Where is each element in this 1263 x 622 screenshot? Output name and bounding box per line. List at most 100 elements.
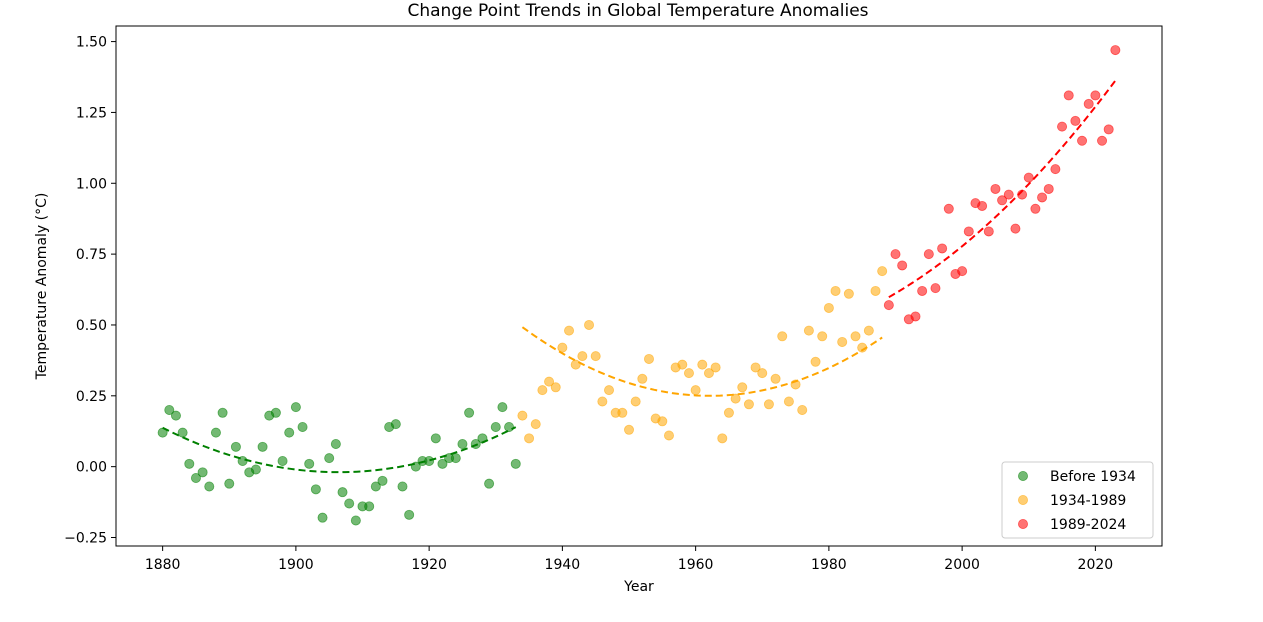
data-point-series-2 <box>604 385 615 396</box>
data-point-series-1 <box>290 402 301 413</box>
data-point-series-2 <box>643 353 654 364</box>
plot-frame <box>115 25 1163 547</box>
data-point-series-1 <box>437 458 448 469</box>
data-point-series-2 <box>550 382 561 393</box>
x-tick-label: 1980 <box>811 557 847 573</box>
legend: Before 1934 1934-1989 1989-2024 <box>1001 461 1154 539</box>
trend-line-series-3 <box>888 80 1117 299</box>
data-point-series-3 <box>963 226 974 237</box>
x-tick-label: 2020 <box>1078 557 1114 573</box>
data-point-series-1 <box>184 458 195 469</box>
data-point-series-3 <box>930 283 941 294</box>
data-point-series-3 <box>943 203 954 214</box>
data-point-series-1 <box>424 455 435 466</box>
legend-marker-series-3 <box>1018 519 1029 530</box>
trend-line-series-1 <box>162 426 517 474</box>
data-point-series-2 <box>877 266 888 277</box>
data-point-series-2 <box>743 399 754 410</box>
data-point-series-2 <box>843 288 854 299</box>
data-point-series-1 <box>317 512 328 523</box>
legend-label-series-1: Before 1934 <box>1050 469 1136 485</box>
data-point-series-2 <box>690 385 701 396</box>
data-point-series-1 <box>390 419 401 430</box>
data-point-series-1 <box>404 509 415 520</box>
data-point-series-1 <box>364 501 375 512</box>
data-point-series-1 <box>330 438 341 449</box>
data-point-series-3 <box>897 260 908 271</box>
data-point-series-2 <box>810 356 821 367</box>
data-point-series-2 <box>770 373 781 384</box>
data-point-series-2 <box>564 325 575 336</box>
data-point-series-1 <box>230 441 241 452</box>
data-point-series-3 <box>1063 90 1074 101</box>
data-point-series-3 <box>997 195 1008 206</box>
data-point-series-2 <box>570 359 581 370</box>
plot-marks <box>157 45 1121 526</box>
data-point-series-1 <box>450 453 461 464</box>
data-point-series-2 <box>723 407 734 418</box>
data-point-series-2 <box>803 325 814 336</box>
y-tick-label: 0.50 <box>76 318 107 334</box>
data-point-series-3 <box>1030 203 1041 214</box>
data-point-series-3 <box>1097 135 1108 146</box>
data-point-series-2 <box>530 419 541 430</box>
y-tick-label: 1.00 <box>76 176 107 192</box>
data-point-series-2 <box>817 331 828 342</box>
data-point-series-1 <box>344 498 355 509</box>
x-tick-label: 1940 <box>545 557 581 573</box>
data-point-series-2 <box>783 396 794 407</box>
data-point-series-2 <box>617 407 628 418</box>
y-tick-label: 0.00 <box>76 460 107 476</box>
data-point-series-1 <box>217 407 228 418</box>
data-point-series-3 <box>1010 223 1021 234</box>
data-point-series-1 <box>337 487 348 498</box>
legend-box <box>1001 461 1154 539</box>
data-point-series-2 <box>823 302 834 313</box>
data-point-series-3 <box>1070 115 1081 126</box>
x-axis-label: Year <box>623 579 654 595</box>
legend-label-series-3: 1989-2024 <box>1050 517 1126 533</box>
data-point-series-1 <box>204 481 215 492</box>
data-point-series-3 <box>1090 90 1101 101</box>
data-point-series-1 <box>177 427 188 438</box>
data-point-series-1 <box>164 404 175 415</box>
data-point-series-1 <box>430 433 441 444</box>
data-point-series-2 <box>870 285 881 296</box>
x-tick-label: 1900 <box>278 557 314 573</box>
data-point-series-3 <box>977 200 988 211</box>
axes: 1880 1900 1920 1940 1960 1980 2000 2020 −0.25 0.0… <box>64 35 1113 573</box>
data-point-series-1 <box>324 453 335 464</box>
data-point-series-1 <box>370 481 381 492</box>
data-point-series-3 <box>1003 189 1014 200</box>
data-point-series-3 <box>1037 192 1048 203</box>
data-point-series-3 <box>883 300 894 311</box>
data-point-series-2 <box>697 359 708 370</box>
y-axis-label: Temperature Anomaly (°C) <box>34 193 50 381</box>
data-point-series-1 <box>457 438 468 449</box>
x-tick-label: 1920 <box>411 557 447 573</box>
y-tick-label: 0.75 <box>76 247 107 263</box>
data-point-series-2 <box>797 404 808 415</box>
data-point-series-3 <box>1103 124 1114 135</box>
y-tick-label: 1.25 <box>76 105 107 121</box>
data-point-series-2 <box>544 376 555 387</box>
data-point-series-1 <box>490 421 501 432</box>
data-point-series-2 <box>703 368 714 379</box>
data-point-series-2 <box>524 433 535 444</box>
data-point-series-2 <box>863 325 874 336</box>
data-point-series-1 <box>397 481 408 492</box>
data-point-series-3 <box>957 266 968 277</box>
data-point-series-1 <box>170 410 181 421</box>
data-point-series-2 <box>750 362 761 373</box>
data-point-series-2 <box>630 396 641 407</box>
data-point-series-3 <box>1083 98 1094 109</box>
y-tick-label: 0.25 <box>76 389 107 405</box>
data-point-series-2 <box>757 368 768 379</box>
chart-title: Change Point Trends in Global Temperatur… <box>407 1 868 21</box>
data-point-series-2 <box>663 430 674 441</box>
data-point-series-3 <box>910 311 921 322</box>
data-point-series-1 <box>464 407 475 418</box>
data-point-series-1 <box>310 484 321 495</box>
